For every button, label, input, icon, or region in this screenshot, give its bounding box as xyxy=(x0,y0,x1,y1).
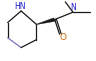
Text: HN: HN xyxy=(14,2,26,11)
Polygon shape xyxy=(36,18,56,25)
Text: N: N xyxy=(70,3,76,12)
Text: O: O xyxy=(60,33,67,42)
